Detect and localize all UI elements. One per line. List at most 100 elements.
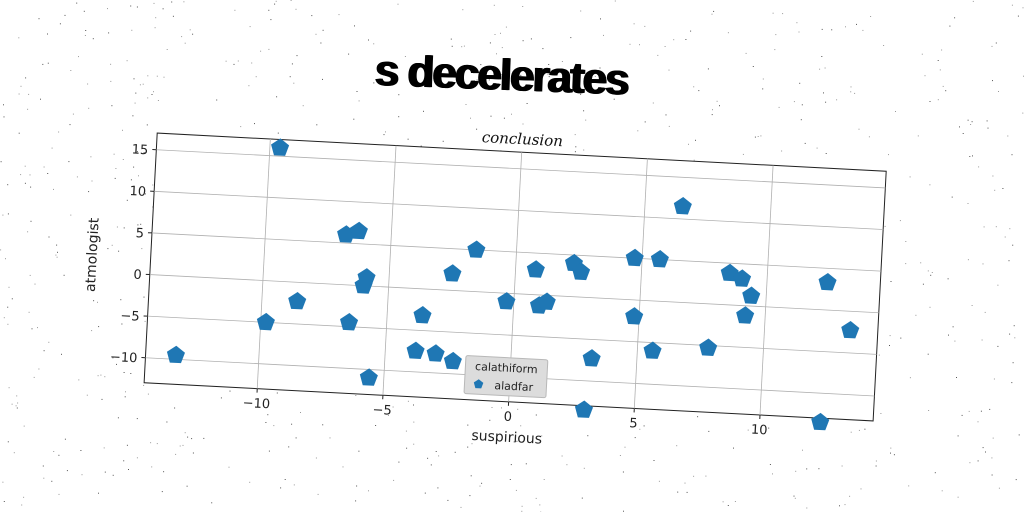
- noise-dot: [774, 49, 776, 51]
- noise-dot: [998, 487, 1000, 489]
- noise-dot: [275, 0, 277, 2]
- noise-dot: [43, 350, 45, 352]
- noise-dot: [126, 60, 128, 62]
- noise-dot: [288, 446, 290, 448]
- noise-dot: [24, 165, 26, 167]
- noise-dot: [58, 493, 60, 495]
- noise-dot: [3, 104, 4, 106]
- noise-dot: [15, 405, 17, 407]
- noise-dot: [821, 56, 823, 57]
- noise-dot: [1014, 337, 1016, 339]
- noise-dot: [954, 17, 956, 19]
- noise-dot: [86, 394, 88, 396]
- noise-dot: [322, 29, 324, 31]
- noise-dot: [845, 26, 846, 28]
- noise-dot: [171, 1, 173, 3]
- noise-dot: [116, 226, 118, 228]
- data-point: [340, 313, 359, 331]
- noise-dot: [496, 53, 497, 55]
- noise-dot: [135, 92, 137, 94]
- noise-dot: [97, 375, 99, 377]
- noise-dot: [225, 60, 227, 62]
- noise-dot: [270, 19, 272, 21]
- noise-dot: [302, 105, 304, 107]
- noise-dot: [43, 166, 45, 168]
- noise-dot: [289, 76, 291, 78]
- noise-dot: [435, 451, 437, 452]
- noise-dot: [800, 119, 802, 121]
- noise-dot: [665, 114, 667, 116]
- y-tick-label: 15: [131, 142, 148, 158]
- noise-dot: [191, 438, 193, 440]
- noise-dot: [768, 427, 770, 429]
- noise-dot: [841, 465, 843, 467]
- noise-dot: [16, 407, 18, 409]
- noise-dot: [220, 397, 222, 399]
- noise-dot: [348, 53, 350, 55]
- noise-dot: [368, 490, 369, 492]
- noise-dot: [113, 153, 115, 155]
- noise-dot: [989, 408, 991, 410]
- noise-dot: [356, 91, 358, 92]
- noise-dot: [875, 460, 877, 462]
- noise-dot: [18, 132, 20, 134]
- noise-dot: [583, 467, 585, 469]
- noise-dot: [66, 470, 68, 472]
- noise-dot: [110, 63, 112, 65]
- noise-dot: [884, 225, 886, 227]
- noise-dot: [5, 258, 6, 260]
- noise-dot: [900, 337, 902, 339]
- noise-dot: [34, 283, 36, 285]
- noise-dot: [356, 485, 358, 487]
- noise-dot: [488, 79, 490, 81]
- data-point: [572, 262, 591, 281]
- noise-dot: [947, 278, 949, 280]
- noise-dot: [268, 9, 270, 11]
- noise-dot: [290, 0, 292, 1]
- noise-dot: [806, 468, 808, 470]
- noise-dot: [128, 469, 129, 470]
- noise-dot: [984, 311, 986, 313]
- y-gridline: [156, 149, 886, 189]
- noise-dot: [166, 421, 168, 423]
- data-point: [349, 221, 368, 240]
- noise-dot: [825, 153, 827, 154]
- noise-dot: [398, 94, 400, 96]
- noise-dot: [561, 455, 563, 457]
- noise-dot: [927, 353, 929, 355]
- noise-dot: [929, 184, 931, 186]
- noise-dot: [1011, 382, 1013, 384]
- noise-dot: [668, 125, 670, 127]
- noise-dot: [98, 326, 100, 328]
- noise-dot: [707, 68, 709, 70]
- noise-dot: [100, 374, 102, 376]
- x-gridline: [256, 138, 271, 389]
- noise-dot: [959, 126, 960, 128]
- noise-dot: [172, 15, 174, 17]
- noise-dot: [108, 32, 110, 34]
- noise-dot: [992, 437, 994, 439]
- chart-group: −10 −5 0 5 10 −10 −5 0 5 10 15 conclusion suspirio…: [83, 128, 887, 448]
- noise-dot: [862, 29, 864, 31]
- noise-dot: [131, 29, 133, 31]
- noise-dot: [107, 248, 109, 250]
- noise-dot: [760, 135, 762, 137]
- noise-dot: [1012, 244, 1014, 246]
- noise-dot: [693, 159, 695, 161]
- noise-dot: [355, 395, 357, 396]
- noise-dot: [969, 462, 971, 464]
- noise-dot: [782, 13, 784, 15]
- noise-dot: [438, 455, 440, 457]
- noise-dot: [977, 421, 979, 423]
- noise-dot: [629, 43, 631, 45]
- noise-dot: [908, 485, 910, 487]
- noise-dot: [639, 428, 641, 430]
- noise-dot: [8, 286, 10, 288]
- noise-dot: [520, 74, 522, 76]
- noise-dot: [315, 457, 317, 459]
- noise-dot: [88, 191, 90, 193]
- noise-dot: [490, 115, 492, 117]
- x-tick-label: −10: [242, 396, 270, 412]
- data-point: [406, 341, 425, 360]
- noise-dot: [51, 147, 53, 149]
